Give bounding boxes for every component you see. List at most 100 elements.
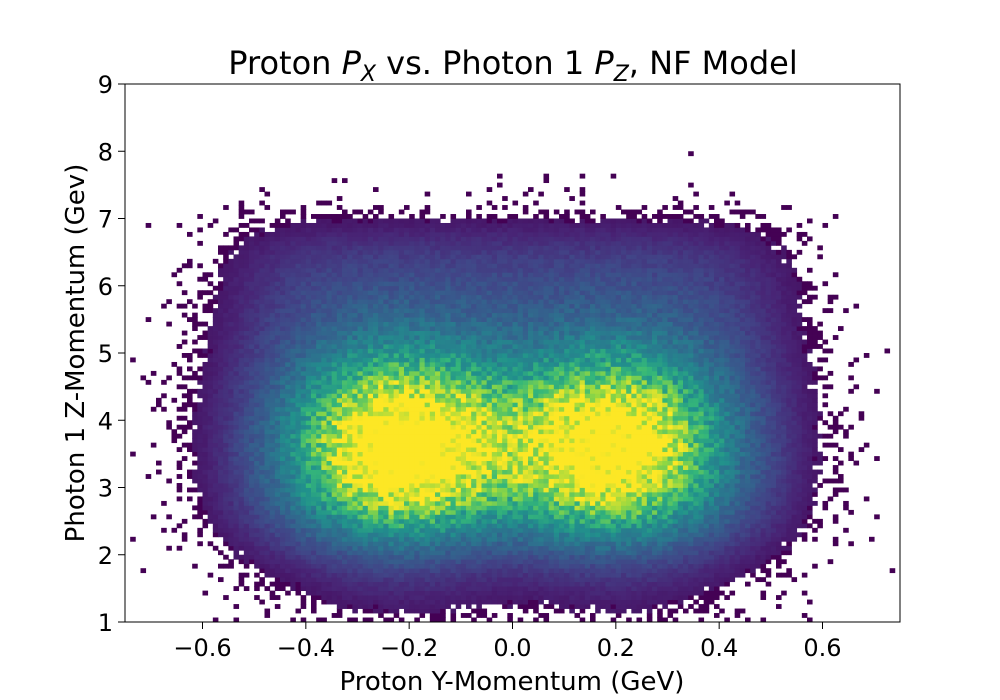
heatmap-bin [238,581,245,587]
heatmap-bin [491,442,498,448]
heatmap-bin [259,326,265,331]
heatmap-bin [336,196,343,201]
heatmap-bin [233,451,240,457]
heatmap-bin [269,361,276,367]
heatmap-bin [238,478,245,484]
heatmap-bin [347,505,353,511]
heatmap-bin [326,245,333,251]
heatmap-bin [362,317,369,323]
heatmap-bin [491,613,498,618]
heatmap-bin [383,429,389,435]
heatmap-bin [300,218,307,224]
heatmap-bin [336,536,343,542]
heatmap-bin [202,348,209,354]
heatmap-bin [290,281,296,287]
heatmap-bin [393,231,400,237]
heatmap-bin [228,388,234,394]
heatmap-bin [362,276,369,282]
heatmap-bin [357,231,364,237]
heatmap-bin [357,321,364,327]
heatmap-bin [362,438,369,444]
heatmap-bin [254,541,260,547]
heatmap-bin [435,536,441,542]
heatmap-bin [321,500,327,506]
heatmap-bin [342,393,348,399]
heatmap-bin [202,518,209,524]
heatmap-bin [440,451,446,457]
heatmap-bin [491,505,498,511]
heatmap-bin [486,478,493,484]
heatmap-bin [466,429,472,435]
heatmap-bin [455,469,462,475]
heatmap-bin [388,267,395,273]
heatmap-bin [419,438,426,444]
heatmap-bin [424,433,431,439]
heatmap-bin [362,451,369,457]
heatmap-bin [440,326,446,331]
heatmap-bin [460,460,467,466]
heatmap-bin [404,245,410,251]
heatmap-bin [305,348,312,354]
heatmap-bin [197,290,203,296]
heatmap-bin [285,478,291,484]
heatmap-bin [445,438,451,444]
heatmap-bin [228,460,234,466]
heatmap-bin [274,581,281,587]
heatmap-bin [295,303,302,309]
heatmap-bin [269,353,276,358]
heatmap-bin [424,541,431,547]
heatmap-bin [223,429,229,435]
heatmap-bin [243,272,250,278]
heatmap-bin [481,299,488,305]
heatmap-bin [264,240,271,246]
heatmap-bin [274,474,281,479]
heatmap-bin [305,258,312,264]
heatmap-bin [285,433,291,439]
heatmap-bin [486,514,493,520]
heatmap-bin [347,581,353,587]
heatmap-bin [326,518,333,524]
heatmap-bin [424,344,431,349]
heatmap-bin [331,500,338,506]
heatmap-bin [373,312,379,318]
heatmap-bin [336,563,343,569]
heatmap-bin [280,415,286,421]
heatmap-bin [409,438,415,444]
heatmap-bin [316,500,322,506]
heatmap-bin [274,299,281,305]
heatmap-bin [424,205,431,210]
heatmap-bin [362,496,369,502]
heatmap-bin [367,514,374,520]
heatmap-bin [305,424,312,430]
heatmap-bin [471,590,477,596]
heatmap-bin [223,366,229,372]
heatmap-bin [460,339,467,345]
heatmap-bin [440,339,446,345]
heatmap-bin [378,514,384,520]
heatmap-bin [233,330,240,336]
heatmap-bin [435,366,441,372]
heatmap-bin [218,267,224,273]
heatmap-bin [460,285,467,291]
heatmap-bin [357,460,364,466]
heatmap-bin [486,370,493,376]
heatmap-bin [145,222,152,228]
heatmap-bin [300,496,307,502]
heatmap-bin [249,357,255,363]
heatmap-bin [331,451,338,457]
heatmap-bin [486,388,493,394]
heatmap-bin [491,379,498,385]
heatmap-bin [212,487,219,493]
heatmap-bin [486,406,493,412]
heatmap-bin [233,541,240,547]
heatmap-bin [321,532,327,538]
heatmap-bin [352,532,358,538]
heatmap-bin [362,384,369,390]
heatmap-bin [212,469,219,475]
heatmap-bin [207,384,214,390]
heatmap-bin [419,249,426,255]
heatmap-bin [393,518,400,524]
heatmap-bin [264,568,271,574]
heatmap-bin [280,294,286,300]
heatmap-bin [269,402,276,408]
